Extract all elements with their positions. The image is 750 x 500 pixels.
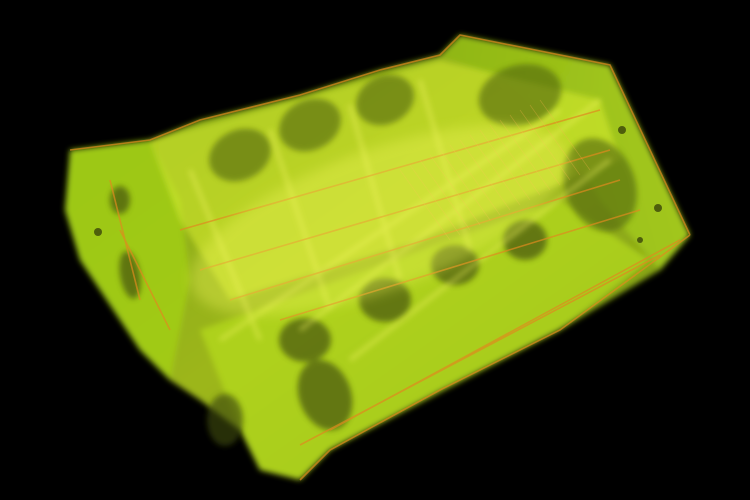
bolt-holes bbox=[94, 126, 662, 243]
glow-overlay bbox=[190, 125, 570, 315]
cylinder-bores bbox=[209, 64, 637, 232]
